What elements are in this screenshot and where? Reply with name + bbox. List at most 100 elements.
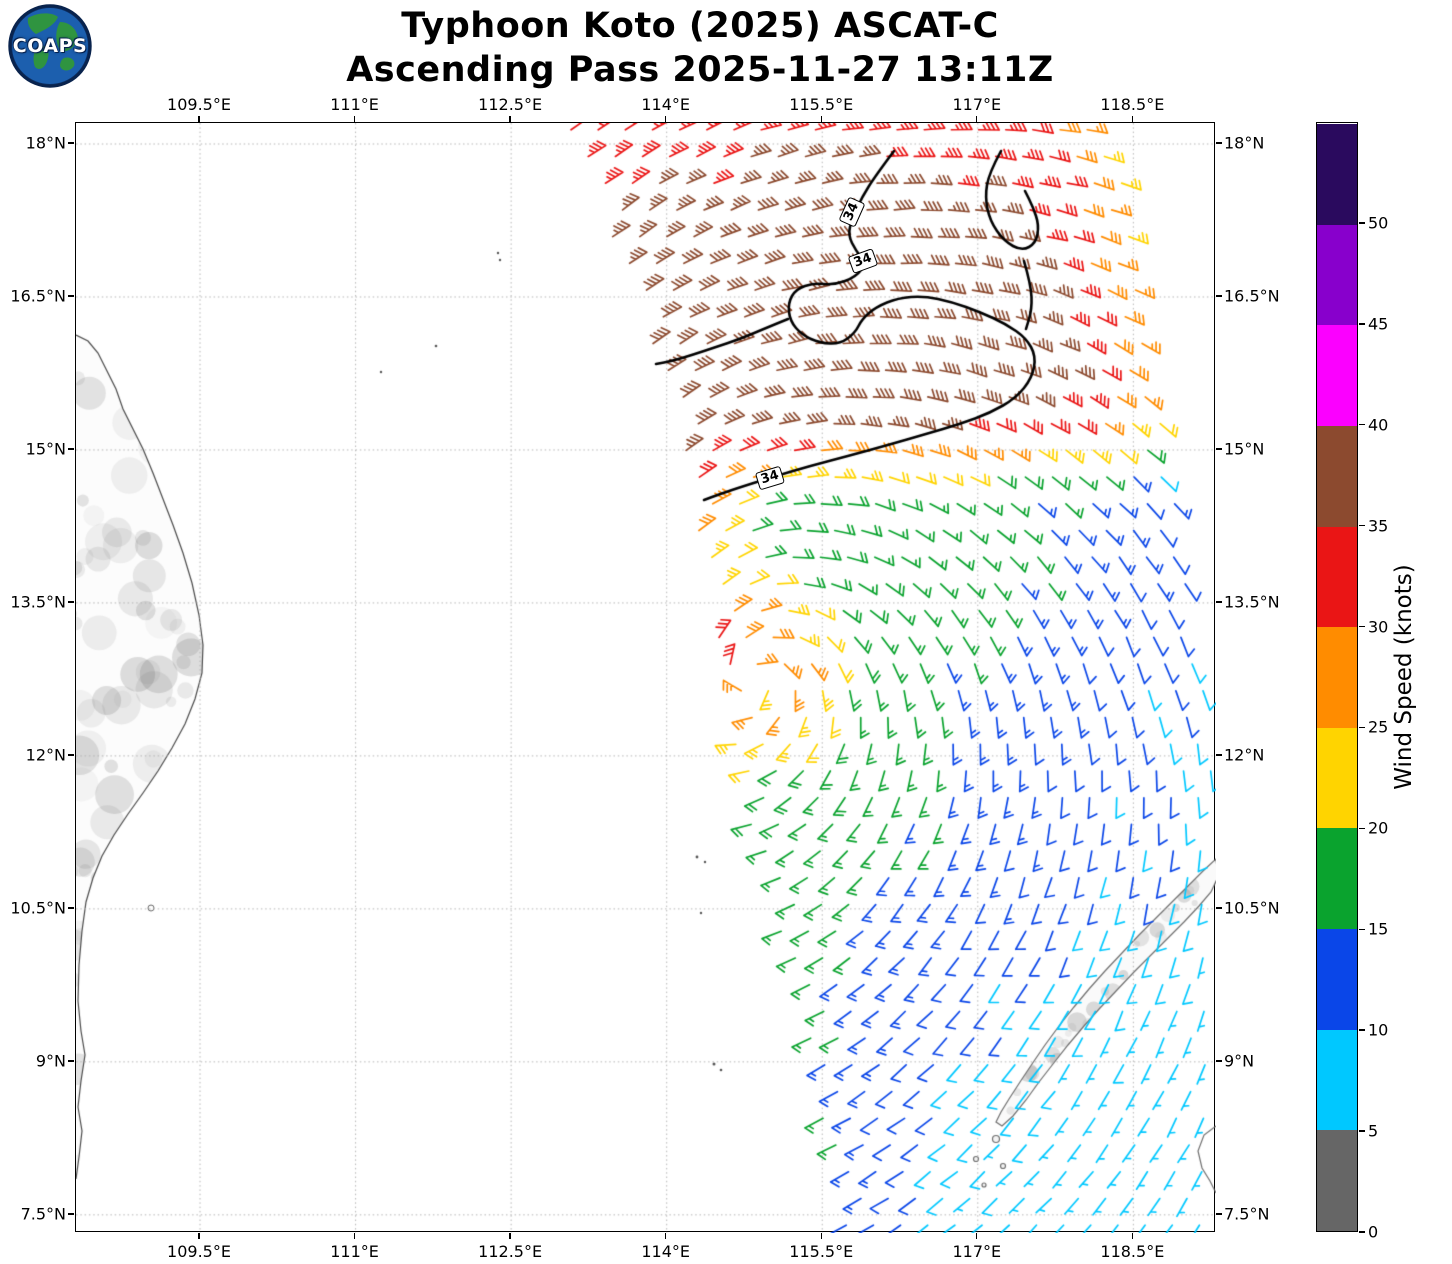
y-tick-label-left: 9°N [35, 1051, 66, 1071]
y-tick-label-right: 16.5°N [1224, 286, 1280, 306]
x-tick-label-top: 118.5°E [1100, 95, 1165, 114]
colorbar-tick-mark [1359, 1130, 1365, 1132]
y-tick-label-right: 10.5°N [1224, 898, 1280, 918]
y-tick-mark [1216, 601, 1222, 603]
x-tick-mark [198, 1233, 200, 1239]
x-tick-mark [1131, 1233, 1134, 1239]
colorbar-segment [1317, 626, 1357, 728]
x-tick-label-bottom: 118.5°E [1100, 1242, 1165, 1261]
colorbar-tick-label: 45 [1368, 314, 1389, 334]
y-tick-mark [1216, 295, 1222, 297]
y-tick-label-left: 10.5°N [10, 898, 66, 918]
x-tick-label-bottom: 115.5°E [789, 1242, 854, 1261]
colorbar-tick-label: 40 [1368, 415, 1389, 435]
colorbar-tick-label: 25 [1368, 717, 1389, 737]
colorbar-segment [1317, 224, 1357, 326]
plot-title-line1: Typhoon Koto (2025) ASCAT-C [401, 6, 999, 46]
colorbar-tick-label: 35 [1368, 516, 1389, 536]
colorbar-segment [1317, 425, 1357, 527]
y-tick-label-left: 18°N [25, 133, 66, 153]
y-tick-mark [1216, 907, 1222, 909]
x-tick-label-bottom: 117°E [952, 1242, 1002, 1261]
y-tick-label-right: 15°N [1224, 439, 1265, 459]
y-tick-mark [68, 907, 74, 909]
colorbar-tick-label: 5 [1368, 1121, 1379, 1141]
colorbar-tick-mark [1359, 726, 1365, 729]
x-tick-mark [664, 1233, 667, 1239]
colorbar-segment [1317, 123, 1357, 225]
x-tick-mark [1131, 116, 1134, 122]
x-tick-mark [976, 1233, 978, 1239]
x-tick-mark [820, 1233, 822, 1239]
x-tick-label-top: 111°E [330, 95, 379, 114]
colorbar-segment [1317, 1029, 1357, 1131]
colorbar-segment [1317, 526, 1357, 628]
y-tick-label-right: 13.5°N [1224, 592, 1280, 612]
colorbar-segment [1317, 827, 1357, 930]
x-tick-mark [198, 116, 200, 122]
y-tick-mark [68, 1060, 74, 1062]
map-plot-area [75, 122, 1216, 1233]
y-tick-label-right: 18°N [1224, 133, 1265, 153]
x-tick-label-top: 114°E [641, 95, 691, 114]
colorbar-tick-label: 10 [1368, 1020, 1389, 1040]
x-tick-label-top: 117°E [952, 95, 1002, 114]
y-tick-label-right: 12°N [1224, 745, 1265, 765]
coaps-logo: COAPS [8, 4, 92, 88]
x-tick-mark [664, 116, 667, 122]
x-tick-mark [820, 116, 822, 122]
colorbar-segment [1317, 928, 1357, 1030]
x-tick-label-top: 115.5°E [789, 95, 854, 114]
coaps-logo-text: COAPS [12, 35, 88, 57]
colorbar-tick-label: 15 [1368, 919, 1389, 939]
colorbar-tick-label: 0 [1368, 1222, 1379, 1242]
colorbar-tick-mark [1359, 424, 1365, 426]
colorbar-tick-mark [1359, 625, 1365, 628]
y-tick-label-left: 13.5°N [10, 592, 66, 612]
colorbar-tick-label: 20 [1368, 818, 1389, 838]
y-tick-mark [1216, 754, 1222, 756]
colorbar-segment [1317, 727, 1357, 829]
y-tick-mark [68, 295, 74, 297]
y-tick-mark [68, 601, 74, 603]
colorbar-tick-mark [1359, 1029, 1365, 1031]
y-tick-mark [68, 448, 74, 450]
colorbar-label: Wind Speed (knots) [1391, 564, 1417, 790]
colorbar-tick-mark [1359, 524, 1365, 527]
y-tick-label-left: 12°N [25, 745, 66, 765]
colorbar [1316, 122, 1358, 1232]
y-tick-label-right: 9°N [1224, 1051, 1255, 1071]
y-tick-label-left: 7.5°N [20, 1204, 66, 1224]
x-tick-label-top: 109.5°E [167, 95, 231, 114]
plot-title-line2: Ascending Pass 2025-11-27 13:11Z [346, 50, 1054, 90]
colorbar-tick-mark [1359, 1231, 1365, 1233]
colorbar-tick-label: 50 [1368, 213, 1389, 233]
y-tick-mark [68, 754, 74, 756]
y-tick-mark [1216, 142, 1222, 144]
x-tick-label-bottom: 112.5°E [478, 1242, 543, 1261]
y-tick-mark [68, 142, 74, 144]
x-tick-mark [509, 116, 511, 122]
colorbar-tick-mark [1359, 222, 1365, 224]
x-tick-mark [976, 116, 978, 122]
colorbar-segment [1317, 1129, 1357, 1231]
y-tick-label-right: 7.5°N [1224, 1204, 1270, 1224]
x-tick-label-bottom: 111°E [330, 1242, 379, 1261]
colorbar-tick-mark [1359, 323, 1365, 325]
y-tick-label-left: 15°N [25, 439, 66, 459]
x-tick-mark [353, 116, 356, 122]
x-tick-mark [509, 1233, 511, 1239]
colorbar-segment [1317, 324, 1357, 426]
wind-barb-canvas [76, 123, 1216, 1233]
y-tick-mark [1216, 1060, 1222, 1062]
colorbar-tick-label: 30 [1368, 617, 1389, 637]
x-tick-label-bottom: 109.5°E [167, 1242, 231, 1261]
x-tick-label-bottom: 114°E [641, 1242, 691, 1261]
colorbar-tick-mark [1359, 827, 1365, 830]
y-tick-mark [1216, 448, 1222, 450]
y-tick-mark [1216, 1213, 1222, 1215]
colorbar-tick-mark [1359, 928, 1365, 930]
x-tick-mark [353, 1233, 356, 1239]
y-tick-mark [68, 1213, 74, 1215]
